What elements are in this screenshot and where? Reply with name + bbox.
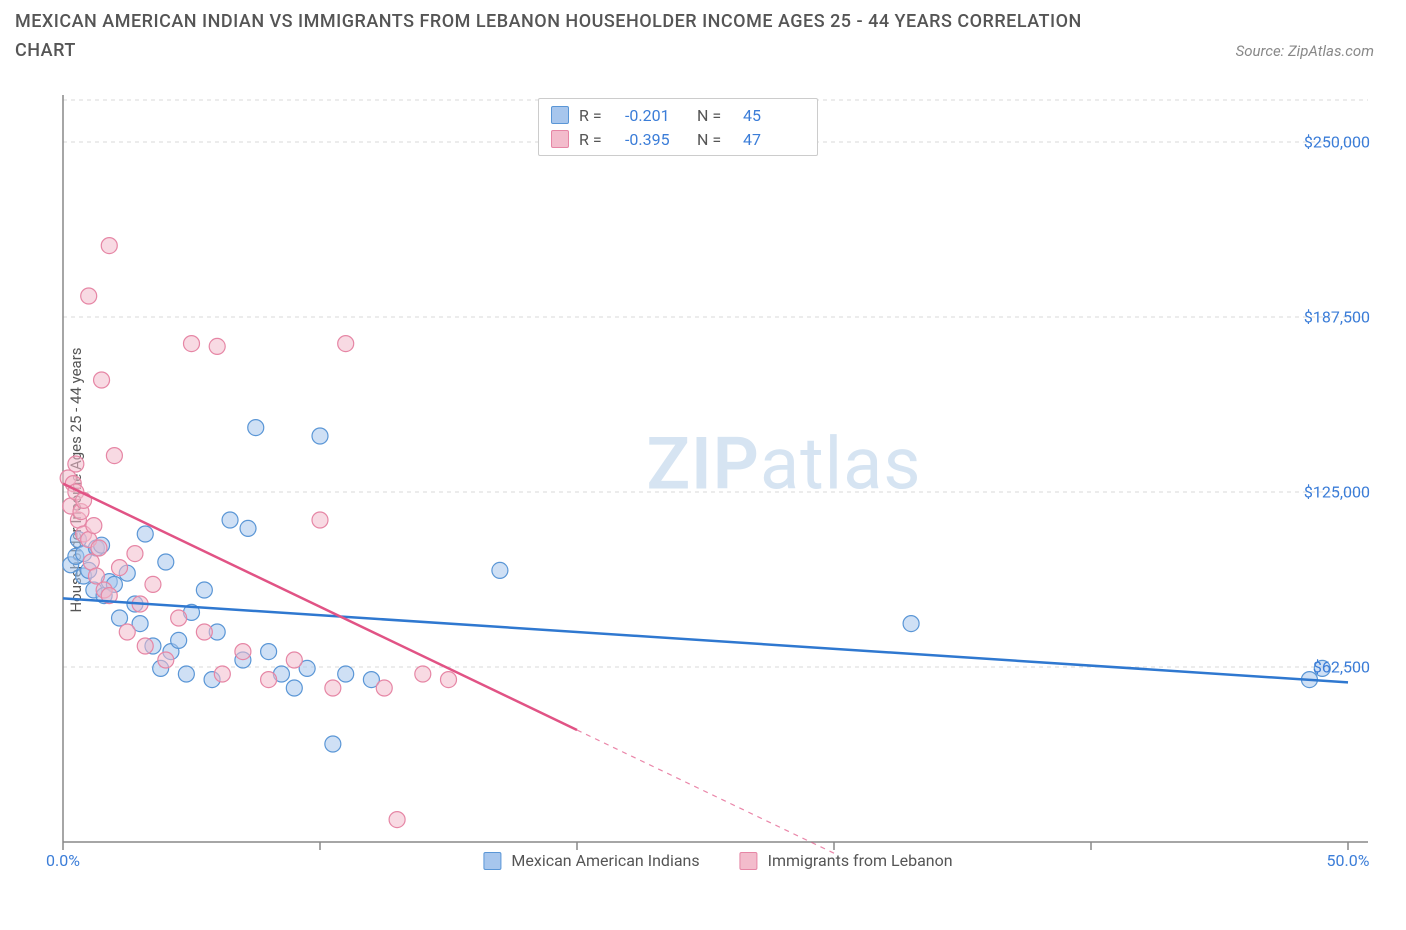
legend-row: R = -0.201 N = 45 bbox=[551, 103, 805, 127]
legend-series-name: Immigrants from Lebanon bbox=[768, 851, 953, 870]
plot-svg bbox=[58, 90, 1378, 870]
legend-item: Mexican American Indians bbox=[483, 851, 699, 870]
y-tick-label: $62,500 bbox=[1313, 658, 1370, 677]
legend-swatch bbox=[551, 130, 569, 148]
legend-swatch bbox=[483, 852, 501, 870]
legend-n-label: N = bbox=[697, 106, 733, 125]
legend-n-value: 47 bbox=[743, 130, 805, 149]
legend-swatch bbox=[551, 106, 569, 124]
legend-r-label: R = bbox=[579, 106, 615, 125]
legend-r-value: -0.201 bbox=[625, 106, 687, 125]
legend-n-label: N = bbox=[697, 130, 733, 149]
y-tick-label: $250,000 bbox=[1304, 133, 1370, 152]
correlation-legend: R = -0.201 N = 45 R = -0.395 N = 47 bbox=[538, 98, 818, 156]
legend-series-name: Mexican American Indians bbox=[511, 851, 699, 870]
series-legend: Mexican American Indians Immigrants from … bbox=[483, 851, 952, 870]
y-tick-label: $125,000 bbox=[1304, 483, 1370, 502]
chart-title: MEXICAN AMERICAN INDIAN VS IMMIGRANTS FR… bbox=[15, 8, 1115, 66]
legend-n-value: 45 bbox=[743, 106, 805, 125]
x-tick-label: 50.0% bbox=[1327, 851, 1370, 870]
chart-area: Householder Income Ages 25 - 44 years ZI… bbox=[58, 90, 1378, 870]
legend-swatch bbox=[740, 852, 758, 870]
x-tick-label: 0.0% bbox=[46, 851, 80, 870]
source-attribution: Source: ZipAtlas.com bbox=[1236, 42, 1374, 60]
legend-item: Immigrants from Lebanon bbox=[740, 851, 953, 870]
legend-row: R = -0.395 N = 47 bbox=[551, 127, 805, 151]
legend-r-value: -0.395 bbox=[625, 130, 687, 149]
y-tick-label: $187,500 bbox=[1304, 308, 1370, 327]
legend-r-label: R = bbox=[579, 130, 615, 149]
